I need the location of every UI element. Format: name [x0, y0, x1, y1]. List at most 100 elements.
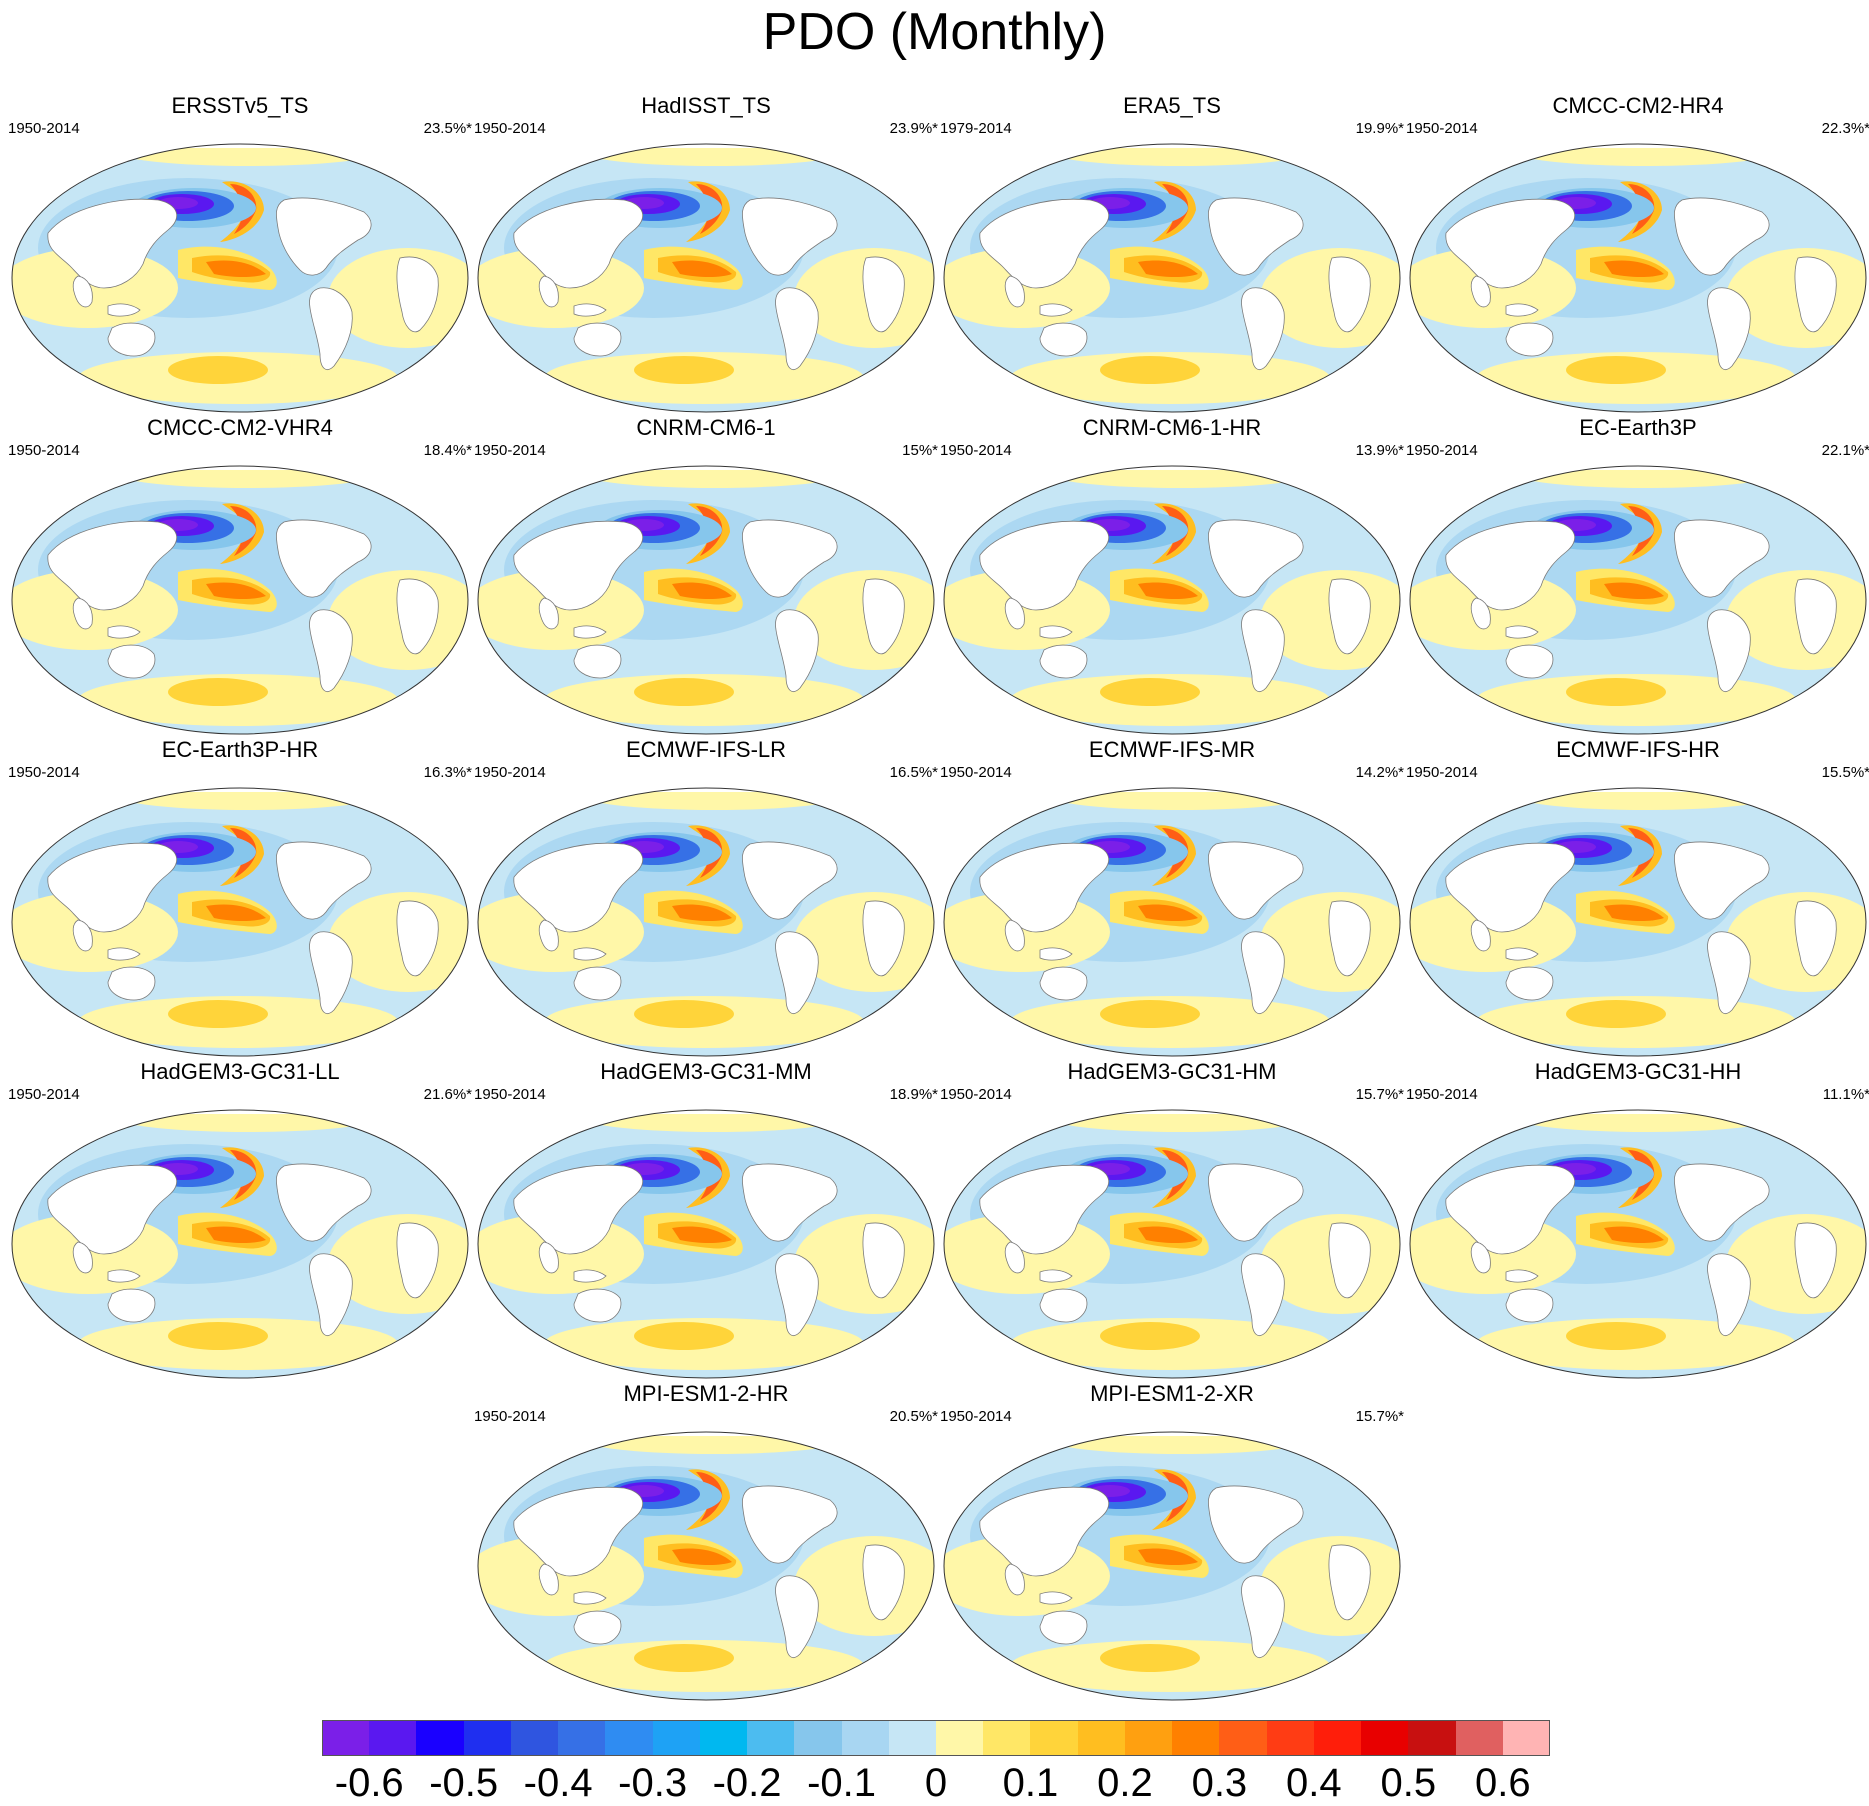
- panel-period: 1950-2014: [8, 120, 80, 137]
- land-mask: [1039, 1269, 1073, 1283]
- map-panel: HadGEM3-GC31-MM 1950-2014 18.9%*: [474, 1060, 938, 1382]
- colorbar-segment: [1408, 1720, 1457, 1756]
- land-mask: [862, 578, 905, 655]
- land-mask: [107, 322, 156, 357]
- colorbar-tick-label: 0.3: [1191, 1761, 1248, 1805]
- panel-variance-explained: 23.9%*: [889, 120, 938, 137]
- panel-period: 1950-2014: [1406, 120, 1478, 137]
- pdo-pattern-map: [943, 1109, 1401, 1379]
- panel-period: 1950-2014: [474, 764, 546, 781]
- map-outline: [477, 1431, 935, 1701]
- panel-title: CMCC-CM2-VHR4: [147, 415, 333, 440]
- panel-variance-explained: 14.2%*: [1355, 764, 1404, 781]
- land-mask: [72, 275, 93, 308]
- land-mask: [1004, 1563, 1025, 1596]
- land-mask: [573, 947, 607, 961]
- panel-period: 1950-2014: [1406, 764, 1478, 781]
- land-mask: [107, 625, 141, 639]
- panel-title: ECMWF-IFS-LR: [625, 737, 787, 762]
- land-mask: [573, 1269, 607, 1283]
- land-mask: [775, 1253, 819, 1336]
- land-mask: [979, 842, 1110, 933]
- panel-variance-explained: 15.5%*: [1821, 764, 1869, 781]
- land-mask: [862, 1544, 905, 1621]
- land-mask: [1505, 625, 1539, 639]
- map-outline: [943, 465, 1401, 735]
- panel-period: 1950-2014: [1406, 1086, 1478, 1103]
- land-mask: [107, 303, 141, 317]
- colorbar-segment: [369, 1720, 417, 1756]
- panel-title: ECMWF-IFS-HR: [1556, 737, 1720, 762]
- map-panel: ECMWF-IFS-MR 1950-2014 14.2%*: [940, 738, 1404, 1060]
- land-mask: [1445, 520, 1576, 611]
- map-outline: [1409, 143, 1867, 413]
- panel-title: HadGEM3-GC31-LL: [140, 1059, 340, 1084]
- panel-period: 1950-2014: [474, 1408, 546, 1425]
- land-mask: [47, 1164, 178, 1255]
- colorbar-tick-label: 0: [924, 1761, 948, 1805]
- map-outline: [1409, 465, 1867, 735]
- panel-variance-explained: 18.9%*: [889, 1086, 938, 1103]
- map-outline: [477, 143, 935, 413]
- land-mask: [1794, 256, 1837, 333]
- land-mask: [1445, 198, 1576, 289]
- colorbar-segment: [510, 1720, 559, 1756]
- land-mask: [309, 609, 353, 692]
- land-mask: [573, 625, 607, 639]
- land-mask: [1794, 1222, 1837, 1299]
- land-mask: [573, 1610, 622, 1645]
- land-mask: [107, 966, 156, 1001]
- panel-variance-explained: 22.3%*: [1821, 120, 1869, 137]
- land-mask: [573, 966, 622, 1001]
- figure-title: PDO (Monthly): [762, 3, 1107, 61]
- panel-period: 1950-2014: [8, 764, 80, 781]
- land-mask: [72, 597, 93, 630]
- land-mask: [72, 1241, 93, 1274]
- land-mask: [1207, 1163, 1304, 1242]
- panel-title: ERSSTv5_TS: [171, 93, 309, 118]
- land-mask: [107, 1288, 156, 1323]
- panel-period: 1950-2014: [1406, 442, 1478, 459]
- panel-variance-explained: 18.4%*: [423, 442, 472, 459]
- colorbar-tick-label: -0.4: [523, 1761, 593, 1805]
- land-mask: [1707, 609, 1751, 692]
- colorbar-tick-label: -0.2: [712, 1761, 782, 1805]
- land-mask: [396, 900, 439, 977]
- map-panel: MPI-ESM1-2-HR 1950-2014 20.5%*: [474, 1382, 938, 1704]
- panel-period: 1950-2014: [940, 1408, 1012, 1425]
- map-outline: [943, 1109, 1401, 1379]
- map-outline: [943, 143, 1401, 413]
- panel-variance-explained: 16.5%*: [889, 764, 938, 781]
- land-mask: [1241, 609, 1285, 692]
- land-mask: [979, 520, 1110, 611]
- panel-period: 1950-2014: [8, 1086, 80, 1103]
- colorbar-tick-label: -0.3: [618, 1761, 688, 1805]
- land-mask: [1207, 1485, 1304, 1564]
- colorbar-tick-label: 0.6: [1474, 1761, 1531, 1805]
- land-mask: [1445, 1164, 1576, 1255]
- land-mask: [573, 1591, 607, 1605]
- panel-variance-explained: 22.1%*: [1821, 442, 1869, 459]
- land-mask: [1004, 275, 1025, 308]
- map-panel: CMCC-CM2-HR4 1950-2014 22.3%*: [1406, 94, 1869, 416]
- panel-variance-explained: 16.3%*: [423, 764, 472, 781]
- panel-title: CNRM-CM6-1: [636, 415, 776, 440]
- pdo-pattern-map: [1409, 1109, 1867, 1379]
- land-mask: [1241, 287, 1285, 370]
- pdo-pattern-map: [943, 143, 1401, 413]
- land-mask: [1470, 597, 1491, 630]
- land-mask: [1039, 966, 1088, 1001]
- land-mask: [1241, 931, 1285, 1014]
- colorbar-segment: [1030, 1720, 1079, 1756]
- panel-title: MPI-ESM1-2-HR: [623, 1381, 789, 1406]
- colorbar-tick-label: 0.2: [1097, 1761, 1153, 1805]
- land-mask: [538, 1241, 559, 1274]
- colorbar-segment: [322, 1720, 370, 1756]
- pdo-pattern-map: [477, 465, 935, 735]
- colorbar-tick-label: -0.1: [807, 1761, 876, 1805]
- colorbar-segment: [416, 1720, 465, 1756]
- pdo-pattern-map: [11, 143, 469, 413]
- land-mask: [1328, 900, 1371, 977]
- panel-period: 1950-2014: [474, 442, 546, 459]
- land-mask: [1707, 287, 1751, 370]
